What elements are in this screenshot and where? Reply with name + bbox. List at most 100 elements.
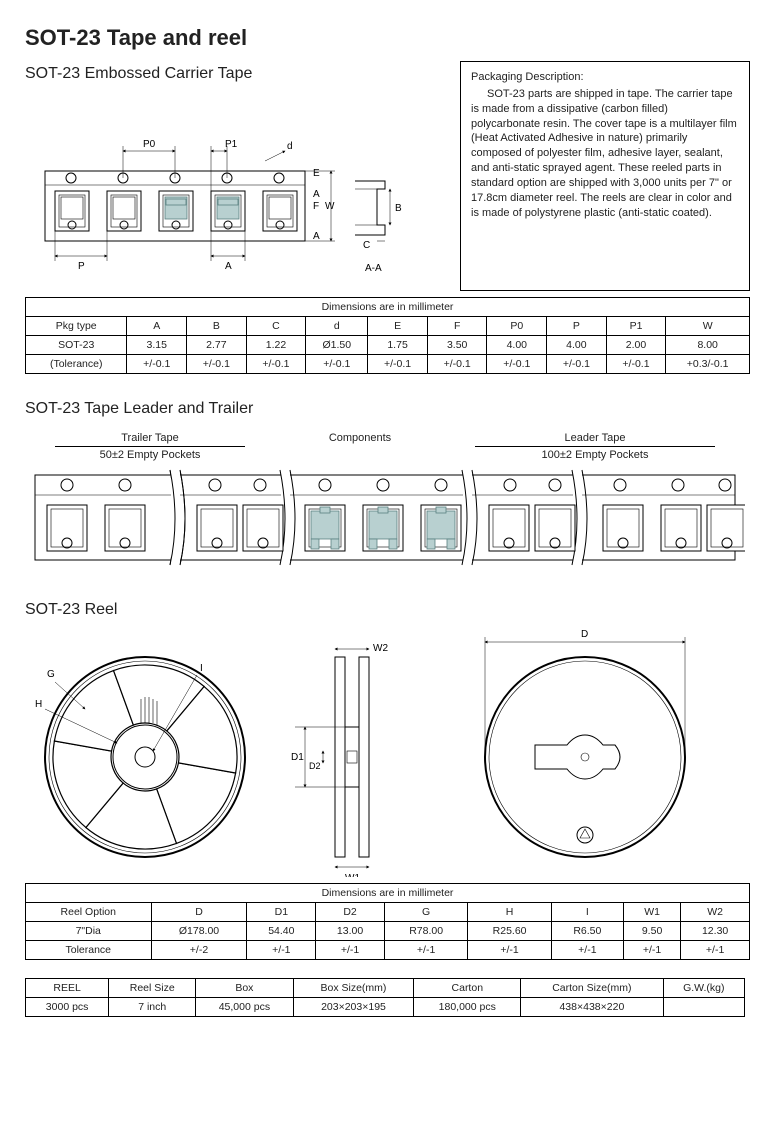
t1r1-cell-1: 3.15: [127, 336, 187, 355]
dim-W1: W1: [345, 873, 360, 877]
dim-Aright: A: [313, 189, 320, 200]
dim-G: G: [47, 669, 55, 680]
page-title: SOT-23 Tape and reel: [25, 25, 750, 51]
t1r2-cell-1: +/-0.1: [127, 355, 187, 374]
t3h-cell-3: Box Size(mm): [293, 979, 414, 998]
reel-diagram: G H I D1 D2 W1 W2: [25, 627, 745, 877]
t2r2-cell-3: +/-1: [316, 941, 385, 960]
t2r1-cell-3: 13.00: [316, 922, 385, 941]
t2h-cell-0: Reel Option: [26, 903, 152, 922]
leader-pockets-label: 100±2 Empty Pockets: [465, 449, 725, 461]
t1r2-cell-9: +/-0.1: [606, 355, 666, 374]
t3h-cell-4: Carton: [414, 979, 521, 998]
desc-heading: Packaging Description:: [471, 70, 739, 85]
t1h-cell-1: A: [127, 317, 187, 336]
t2r1-cell-7: 9.50: [623, 922, 680, 941]
t2h-cell-3: D2: [316, 903, 385, 922]
t2h-cell-5: H: [468, 903, 551, 922]
dim-Abot: A: [225, 261, 232, 272]
t1r1-cell-6: 3.50: [427, 336, 487, 355]
t1r1-cell-2: 2.77: [187, 336, 247, 355]
t1h-cell-9: P1: [606, 317, 666, 336]
desc-body: SOT-23 parts are shipped in tape. The ca…: [471, 87, 739, 221]
dim-C: C: [363, 240, 370, 251]
section1-title: SOT-23 Embossed Carrier Tape: [25, 65, 442, 83]
t3r1-cell-2: 45,000 pcs: [196, 998, 293, 1017]
t2h-cell-4: G: [384, 903, 467, 922]
t1r1-cell-10: 8.00: [666, 336, 750, 355]
dim-P1: P1: [225, 139, 238, 150]
t1h-cell-7: P0: [487, 317, 547, 336]
dim-W2: W2: [373, 643, 388, 654]
t2r1-cell-8: 12.30: [681, 922, 750, 941]
t3h-cell-6: G.W.(kg): [663, 979, 744, 998]
t1h-cell-3: C: [246, 317, 306, 336]
dim-H: H: [35, 699, 42, 710]
t1r1-cell-3: 1.22: [246, 336, 306, 355]
t3r1-cell-1: 7 inch: [109, 998, 196, 1017]
t1r2-cell-2: +/-0.1: [187, 355, 247, 374]
t2r2-cell-8: +/-1: [681, 941, 750, 960]
t3r1-cell-4: 180,000 pcs: [414, 998, 521, 1017]
t2r2-cell-7: +/-1: [623, 941, 680, 960]
t2r1-cell-2: 54.40: [247, 922, 316, 941]
t1r2-cell-0: (Tolerance): [26, 355, 127, 374]
packaging-description-box: Packaging Description: SOT-23 parts are …: [460, 61, 750, 291]
t3r1-cell-0: 3000 pcs: [26, 998, 109, 1017]
t1-caption: Dimensions are in millimeter: [26, 298, 750, 317]
t2r1-cell-6: R6.50: [551, 922, 623, 941]
t2r2-cell-4: +/-1: [384, 941, 467, 960]
section2-title: SOT-23 Tape Leader and Trailer: [25, 400, 750, 418]
t2h-cell-8: W2: [681, 903, 750, 922]
t1r2-cell-8: +/-0.1: [547, 355, 607, 374]
t1r2-cell-4: +/-0.1: [306, 355, 368, 374]
t1r1-cell-4: Ø1.50: [306, 336, 368, 355]
trailer-pockets-label: 50±2 Empty Pockets: [45, 449, 255, 461]
dim-B: B: [395, 203, 402, 214]
dimensions-table-2: Dimensions are in millimeter Reel Option…: [25, 883, 750, 960]
t2r2-cell-1: +/-2: [151, 941, 247, 960]
section-leader-trailer: SOT-23 Tape Leader and Trailer Trailer T…: [25, 400, 750, 575]
t1r1-cell-9: 2.00: [606, 336, 666, 355]
t1r2-cell-6: +/-0.1: [427, 355, 487, 374]
carrier-tape-diagram: P0 P1 d P A E A F W A: [25, 91, 425, 291]
t1r2-cell-7: +/-0.1: [487, 355, 547, 374]
dim-W: W: [325, 201, 335, 212]
t2r2-cell-5: +/-1: [468, 941, 551, 960]
t1r1-cell-5: 1.75: [368, 336, 428, 355]
dim-d: d: [287, 141, 293, 152]
t2r2-cell-0: Tolerance: [26, 941, 152, 960]
t1r1-cell-7: 4.00: [487, 336, 547, 355]
t2r1-cell-0: 7"Dia: [26, 922, 152, 941]
t2h-cell-2: D1: [247, 903, 316, 922]
t1h-cell-0: Pkg type: [26, 317, 127, 336]
t2h-cell-7: W1: [623, 903, 680, 922]
t2r2-cell-2: +/-1: [247, 941, 316, 960]
section-reel: SOT-23 Reel: [25, 601, 750, 1017]
dim-P0: P0: [143, 139, 156, 150]
t2r2-cell-6: +/-1: [551, 941, 623, 960]
dim-Aright2: A: [313, 231, 320, 242]
t2h-cell-1: D: [151, 903, 247, 922]
leader-labels: Trailer Tape 50±2 Empty Pockets Componen…: [45, 432, 725, 461]
t2r1-cell-5: R25.60: [468, 922, 551, 941]
t2h-cell-6: I: [551, 903, 623, 922]
top-row: SOT-23 Embossed Carrier Tape: [25, 61, 750, 291]
t2-caption: Dimensions are in millimeter: [26, 884, 750, 903]
t1r1-cell-8: 4.00: [547, 336, 607, 355]
section3-title: SOT-23 Reel: [25, 601, 750, 619]
section-AA-label: A-A: [365, 263, 382, 274]
dim-D: D: [581, 629, 588, 640]
t1r2-cell-3: +/-0.1: [246, 355, 306, 374]
t1h-cell-2: B: [187, 317, 247, 336]
t3h-cell-2: Box: [196, 979, 293, 998]
t3r1-cell-5: 438×438×220: [521, 998, 663, 1017]
packaging-table-3: REELReel SizeBoxBox Size(mm)CartonCarton…: [25, 978, 745, 1017]
t1r2-cell-10: +0.3/-0.1: [666, 355, 750, 374]
t1h-cell-10: W: [666, 317, 750, 336]
t3h-cell-0: REEL: [26, 979, 109, 998]
t3h-cell-1: Reel Size: [109, 979, 196, 998]
dim-D2: D2: [309, 761, 321, 771]
components-label: Components: [255, 432, 465, 444]
dim-F: F: [313, 201, 319, 212]
